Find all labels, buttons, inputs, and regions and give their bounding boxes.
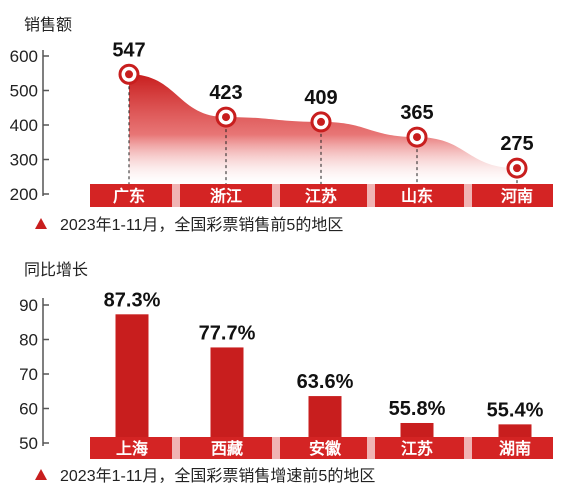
bottom-category-label: 上海 [116,439,148,458]
sales-point-dot [413,133,421,142]
bottom-y-tick-label: 80 [19,331,38,350]
bottom-category-label: 安徽 [309,439,342,458]
bottom-y-tick-label: 50 [19,434,38,453]
sales-value-label: 409 [304,87,337,109]
sales-point-dot [317,117,325,126]
sales-value-label: 423 [209,82,242,104]
top-band-divider [272,184,280,207]
top-note-triangle-icon [35,218,47,229]
bottom-band-divider [464,437,472,459]
growth-value-label: 77.7% [199,322,256,344]
top-y-axis-title: 销售额 [24,16,72,34]
growth-bar [498,424,532,437]
bottom-band-divider [172,437,180,459]
top-y-tick-label: 400 [10,116,38,135]
top-y-tick-label: 500 [10,82,38,101]
bottom-y-tick-label: 70 [19,365,38,384]
top-band-divider [172,184,180,207]
top-category-label: 广东 [113,187,145,206]
sales-area-chart: 200 300 400 500 600 广东 浙江 江苏 山东 河南 547 423 409 365 275 [10,39,553,207]
top-band-divider [464,184,472,207]
sales-value-label: 365 [400,102,433,124]
bottom-y-tick-label: 60 [19,400,38,419]
growth-bar [400,422,434,437]
bottom-note: 2023年1-11月，全国彩票销售增速前5的地区 [60,467,375,485]
top-category-label: 山东 [401,187,433,206]
sales-value-label: 547 [112,39,145,61]
top-category-band [90,184,553,207]
sales-point-dot [222,113,230,122]
top-y-tick-label: 600 [10,47,38,66]
bottom-note-triangle-icon [35,469,47,480]
growth-bar [210,347,244,437]
top-band-divider [367,184,375,207]
bottom-category-band [90,437,553,459]
sales-point-dot [513,164,521,173]
top-note: 2023年1-11月，全国彩票销售前5的地区 [60,216,343,234]
top-y-tick-label: 300 [10,151,38,170]
growth-value-label: 55.4% [487,399,544,421]
growth-value-label: 63.6% [297,371,354,393]
top-y-tick-label: 200 [10,185,38,204]
bottom-category-label: 江苏 [401,439,433,458]
sales-value-label: 275 [500,133,533,155]
growth-value-label: 55.8% [389,398,446,420]
growth-bar [115,314,149,437]
bottom-band-divider [367,437,375,459]
sales-point-dot [125,70,133,79]
growth-value-label: 87.3% [104,289,161,311]
bottom-category-label: 西藏 [211,439,243,458]
bottom-band-divider [272,437,280,459]
bottom-y-axis-title: 同比增长 [24,261,88,279]
bottom-y-tick-label: 90 [19,296,38,315]
bottom-category-label: 湖南 [499,439,531,458]
top-category-label: 浙江 [210,187,242,206]
top-category-label: 江苏 [305,187,337,206]
top-category-label: 河南 [501,187,533,206]
growth-bar-chart: 50 60 70 80 90 87.3% 77.7% 63.6% 55.8% 55.4% 上海 西藏 安… [19,289,553,459]
growth-bar [308,396,342,437]
